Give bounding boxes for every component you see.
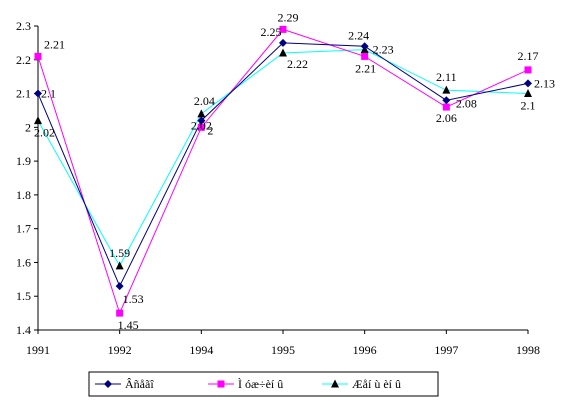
series-1-point bbox=[524, 79, 532, 88]
series-3-data-label: 2.1 bbox=[521, 99, 536, 113]
series-3-point bbox=[279, 48, 287, 57]
series-2-point bbox=[361, 52, 369, 60]
y-tick-label: 1.8 bbox=[16, 188, 31, 202]
series-3-point bbox=[197, 109, 206, 118]
legend-marker-3 bbox=[331, 379, 339, 388]
x-tick-label: 1996 bbox=[353, 343, 377, 357]
series-2-data-label: 2.29 bbox=[278, 10, 299, 24]
x-tick-label: 1995 bbox=[271, 343, 295, 357]
legend: Âñåãî Ì óæ÷èí û Æåí ù èí û bbox=[88, 371, 439, 397]
x-tick-label: 1992 bbox=[108, 343, 132, 357]
series-layer bbox=[34, 25, 532, 317]
series-3-point bbox=[524, 89, 532, 98]
series-1-data-label: 2.25 bbox=[261, 25, 282, 39]
series-2-data-label: 2 bbox=[207, 123, 213, 137]
series-1-data-label: 1.53 bbox=[123, 292, 144, 306]
series-3-point bbox=[115, 261, 124, 270]
data-labels: 2.1 1.53 2.02 2.25 2.24 2.08 2.13 2.21 1.45 2 2.29… bbox=[34, 10, 555, 332]
series-3-data-label: 2.02 bbox=[34, 126, 55, 140]
series-2-point bbox=[34, 52, 42, 60]
series-3-data-label: 2.22 bbox=[287, 57, 308, 71]
series-1-point bbox=[34, 89, 42, 98]
y-tick-label: 1.4 bbox=[16, 323, 31, 337]
y-tick-label: 2.1 bbox=[16, 87, 31, 101]
x-tick-label: 1997 bbox=[434, 343, 458, 357]
series-2-point bbox=[197, 123, 205, 131]
series-3-data-label: 1.59 bbox=[109, 246, 130, 260]
series-1-point bbox=[279, 38, 287, 47]
series-2-point bbox=[442, 103, 450, 111]
y-tick-label: 1.6 bbox=[16, 255, 31, 269]
legend-marker-1 bbox=[104, 380, 112, 388]
series-2-data-label: 2.17 bbox=[518, 49, 539, 63]
series-3-data-label: 2.11 bbox=[436, 70, 457, 84]
x-tick-label: 1998 bbox=[516, 343, 540, 357]
series-2-data-label: 2.21 bbox=[44, 37, 65, 51]
series-2-data-label: 1.45 bbox=[118, 318, 139, 332]
y-tick-label: 2 bbox=[25, 120, 31, 134]
series-3-point bbox=[442, 85, 451, 94]
axes: 1.4 1.5 1.6 1.7 1.8 1.9 2 2.1 2.2 2.3 1991 1992 1994… bbox=[16, 19, 540, 357]
legend-box bbox=[88, 371, 439, 397]
series-3-point bbox=[34, 116, 42, 125]
series-1-data-label: 2.24 bbox=[348, 28, 369, 42]
series-1-point bbox=[360, 42, 369, 51]
series-1-data-label: 2.08 bbox=[456, 96, 477, 110]
series-2-point bbox=[524, 66, 532, 74]
legend-entry-3: Æåí ù èí û bbox=[352, 377, 401, 391]
series-1-data-label: 2.1 bbox=[41, 87, 56, 101]
series-2-data-label: 2.06 bbox=[436, 111, 457, 125]
legend-entry-1: Âñåãî bbox=[125, 377, 154, 391]
series-2-data-label: 2.21 bbox=[355, 61, 376, 75]
y-tick-label: 2.2 bbox=[16, 53, 31, 67]
series-1-data-label: 2.02 bbox=[191, 119, 212, 133]
series-1-point bbox=[115, 282, 124, 291]
x-tick-label: 1994 bbox=[189, 343, 213, 357]
series-2-point bbox=[279, 25, 287, 33]
x-tick-label: 1991 bbox=[26, 343, 50, 357]
series-3-data-label: 2.23 bbox=[373, 43, 394, 57]
series-1-point bbox=[197, 116, 206, 125]
series-1-point bbox=[442, 96, 451, 105]
y-tick-label: 1.9 bbox=[16, 154, 31, 168]
series-3-data-label: 2.04 bbox=[194, 94, 215, 108]
legend-marker-2 bbox=[217, 380, 225, 388]
series-1-data-label: 2.13 bbox=[534, 76, 555, 90]
y-tick-label: 2.3 bbox=[16, 19, 31, 33]
series-2-point bbox=[116, 309, 124, 317]
y-tick-label: 1.5 bbox=[16, 289, 31, 303]
legend-entry-2: Ì óæ÷èí û bbox=[238, 377, 283, 391]
y-tick-label: 1.7 bbox=[16, 222, 31, 236]
